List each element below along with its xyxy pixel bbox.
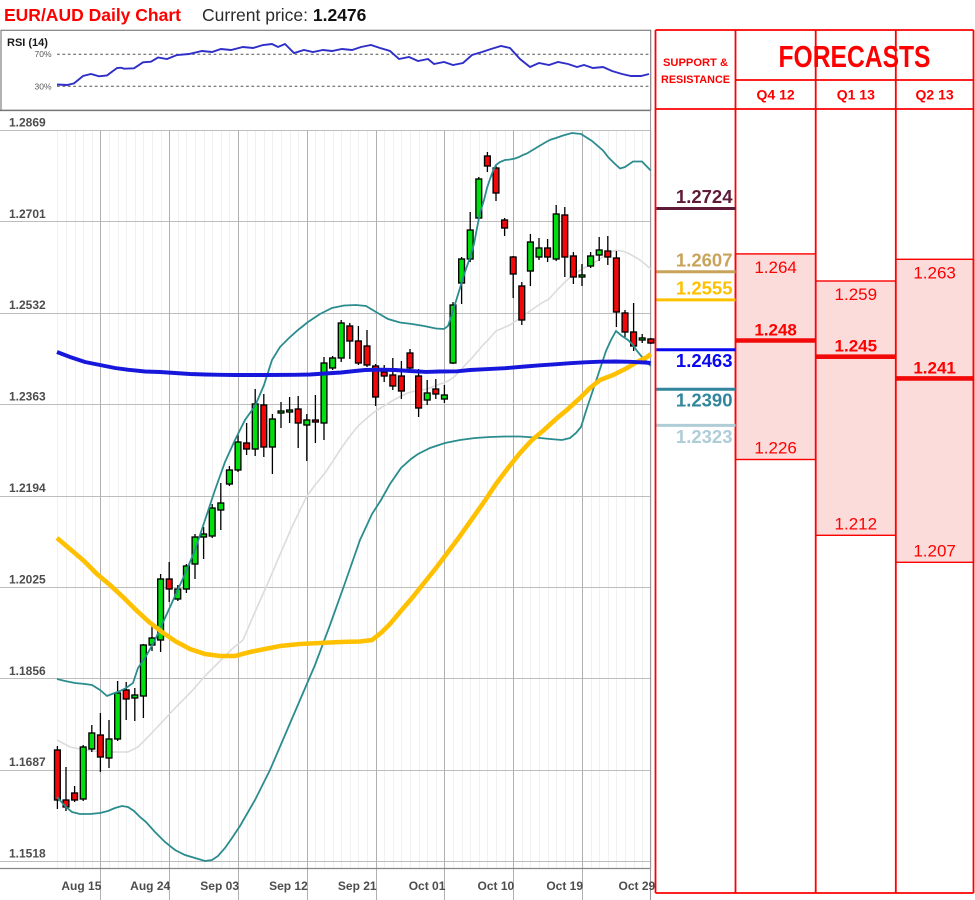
svg-text:1.263: 1.263 xyxy=(913,263,956,282)
svg-text:FORECASTS: FORECASTS xyxy=(779,40,931,74)
svg-text:EUR/AUD Daily Chart: EUR/AUD Daily Chart xyxy=(4,5,181,25)
svg-text:Q2 13: Q2 13 xyxy=(916,87,954,103)
svg-text:1.212: 1.212 xyxy=(835,514,878,533)
svg-text:1.2323: 1.2323 xyxy=(676,426,733,447)
svg-text:1.207: 1.207 xyxy=(913,541,956,560)
svg-text:1.226: 1.226 xyxy=(754,439,797,458)
svg-text:Oct 10: Oct 10 xyxy=(478,879,515,893)
svg-text:Q4 12: Q4 12 xyxy=(757,87,795,103)
svg-text:Q1 13: Q1 13 xyxy=(837,87,875,103)
svg-text:1.2869: 1.2869 xyxy=(9,116,46,130)
svg-text:1.264: 1.264 xyxy=(754,258,797,277)
svg-text:1.2701: 1.2701 xyxy=(9,207,46,221)
svg-text:Aug 15: Aug 15 xyxy=(61,879,101,893)
svg-text:SUPPORT &: SUPPORT & xyxy=(663,57,728,69)
svg-text:1.2532: 1.2532 xyxy=(9,298,46,312)
svg-text:1.2463: 1.2463 xyxy=(676,350,733,371)
svg-text:1.2390: 1.2390 xyxy=(676,390,733,411)
svg-text:Sep 12: Sep 12 xyxy=(269,879,308,893)
svg-text:1.248: 1.248 xyxy=(754,321,797,340)
svg-text:1.1856: 1.1856 xyxy=(9,664,46,678)
svg-text:1.2607: 1.2607 xyxy=(676,249,733,270)
svg-text:RSI (14): RSI (14) xyxy=(7,37,48,49)
svg-text:Sep 03: Sep 03 xyxy=(200,879,239,893)
svg-text:Current price: 1.2476: Current price: 1.2476 xyxy=(202,5,367,25)
svg-text:Aug 24: Aug 24 xyxy=(130,879,170,893)
svg-text:1.2363: 1.2363 xyxy=(9,390,46,404)
svg-text:1.2025: 1.2025 xyxy=(9,572,46,586)
svg-text:Sep 21: Sep 21 xyxy=(338,879,377,893)
svg-text:Oct 29: Oct 29 xyxy=(619,879,656,893)
svg-text:Oct 19: Oct 19 xyxy=(546,879,583,893)
svg-text:1.1518: 1.1518 xyxy=(9,847,46,861)
svg-text:1.2194: 1.2194 xyxy=(9,481,46,495)
svg-text:1.2724: 1.2724 xyxy=(676,186,733,207)
svg-text:1.1687: 1.1687 xyxy=(9,755,46,769)
svg-text:1.2555: 1.2555 xyxy=(676,277,733,298)
svg-text:30%: 30% xyxy=(34,81,51,91)
svg-text:1.259: 1.259 xyxy=(835,285,878,304)
svg-text:RESISTANCE: RESISTANCE xyxy=(661,74,730,86)
svg-text:70%: 70% xyxy=(34,49,51,59)
svg-text:Oct 01: Oct 01 xyxy=(409,879,446,893)
svg-text:1.245: 1.245 xyxy=(835,337,878,356)
svg-text:1.241: 1.241 xyxy=(913,358,956,377)
